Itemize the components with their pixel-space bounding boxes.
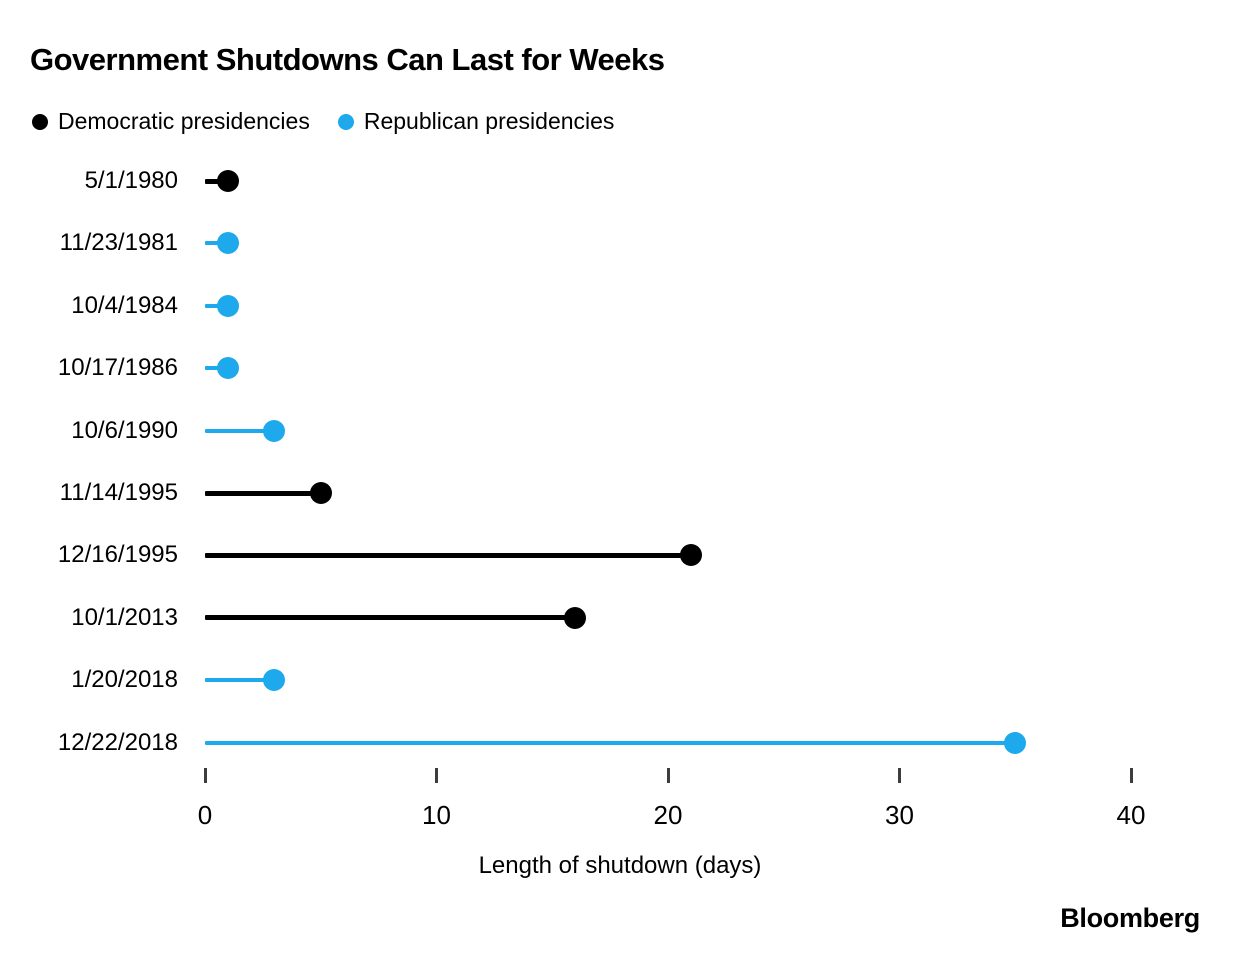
stem-line — [205, 740, 1016, 745]
legend-label-republican: Republican presidencies — [363, 108, 615, 134]
x-axis-label: Length of shutdown (days) — [478, 852, 762, 879]
category-label: 10/6/1990 — [71, 416, 178, 444]
republican-dot-icon — [337, 113, 354, 130]
category-label: 1/20/2018 — [71, 666, 178, 694]
x-axis-tick — [666, 768, 670, 783]
stem-line — [205, 428, 275, 433]
data-point-dot — [217, 294, 240, 317]
legend: Democratic presidencies Republican presi… — [32, 108, 614, 135]
data-point-dot — [680, 544, 703, 567]
category-label: 11/14/1995 — [59, 479, 178, 506]
stem-line — [205, 552, 692, 558]
x-axis-tick — [203, 768, 207, 783]
data-point-dot — [263, 669, 286, 692]
legend-label-democratic: Democratic presidencies — [58, 108, 310, 134]
x-axis-tick-label: 0 — [197, 800, 213, 830]
bloomberg-logo: Bloomberg — [1060, 903, 1200, 933]
category-label: 5/1/1980 — [84, 167, 178, 194]
chart-title: Government Shutdowns Can Last for Weeks — [30, 42, 665, 77]
stem-line — [205, 615, 576, 621]
data-point-dot — [217, 232, 240, 255]
category-label: 12/22/2018 — [57, 728, 178, 756]
legend-item-republican: Republican presidencies — [337, 108, 615, 135]
x-axis-tick-label: 30 — [885, 800, 914, 830]
data-point-dot — [263, 419, 286, 442]
category-label: 11/23/1981 — [59, 229, 178, 257]
category-label: 12/16/1995 — [57, 541, 178, 569]
category-label: 10/1/2013 — [71, 603, 178, 631]
data-point-dot — [309, 482, 332, 504]
democratic-dot-icon — [32, 113, 48, 130]
stem-line — [205, 490, 321, 496]
stem-line — [205, 241, 229, 246]
x-axis-tick — [898, 768, 901, 783]
stem-line — [205, 303, 229, 308]
legend-item-democratic: Democratic presidencies — [32, 108, 310, 135]
stem-line — [205, 178, 229, 184]
data-point-dot — [217, 170, 240, 192]
stem-line — [205, 366, 229, 371]
x-axis-tick-label: 20 — [653, 800, 683, 830]
x-axis-tick-label: 40 — [1116, 800, 1146, 830]
x-axis-tick — [1129, 768, 1133, 783]
data-point-dot — [564, 606, 587, 629]
category-label: 10/17/1986 — [57, 354, 178, 382]
x-axis-tick-label: 10 — [422, 800, 451, 830]
stem-line — [205, 678, 275, 683]
x-axis-tick — [435, 768, 438, 783]
data-point-dot — [1004, 731, 1027, 754]
category-label: 10/4/1984 — [71, 291, 178, 319]
data-point-dot — [217, 357, 240, 380]
